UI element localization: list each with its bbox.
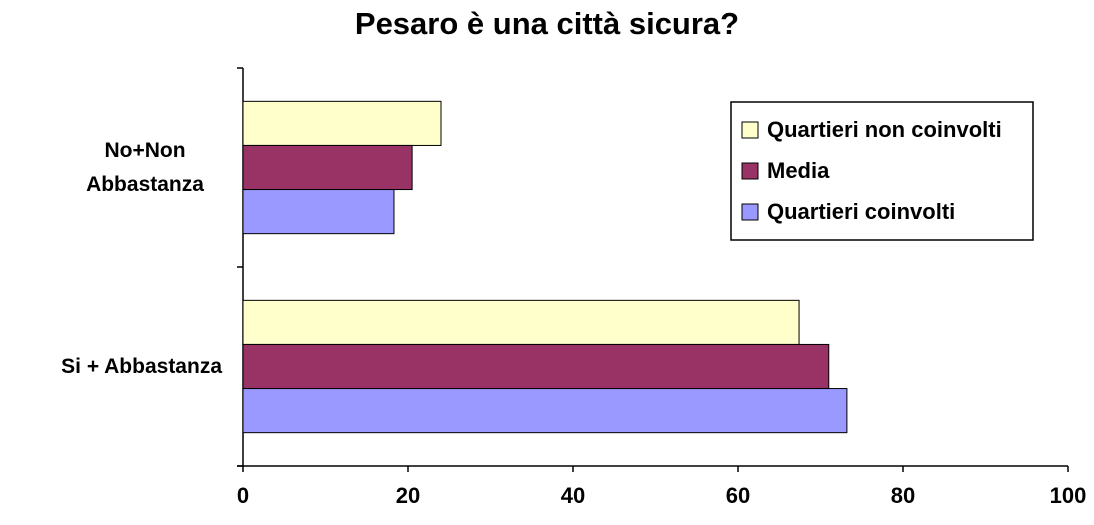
category-label: No+Non Abbastanza xyxy=(86,138,204,196)
x-tick-label: 80 xyxy=(891,483,915,508)
bar xyxy=(242,299,800,345)
legend-swatch xyxy=(741,121,759,139)
x-tick-label: 0 xyxy=(237,483,249,508)
chart-title: Pesaro è una città sicura? xyxy=(355,6,739,41)
bar xyxy=(242,388,848,434)
bar xyxy=(242,100,442,146)
legend-box xyxy=(730,101,1034,241)
legend-swatch xyxy=(741,162,759,180)
bar xyxy=(242,343,830,390)
x-tick-label: 100 xyxy=(1050,483,1087,508)
bar xyxy=(242,144,413,191)
x-tick-label: 40 xyxy=(561,483,585,508)
legend-label: Media xyxy=(767,158,830,183)
x-tick-label: 60 xyxy=(726,483,750,508)
legend-label: Quartieri coinvolti xyxy=(767,199,955,224)
x-tick-label: 20 xyxy=(396,483,420,508)
legend-swatch xyxy=(741,203,759,221)
category-label: Si + Abbastanza xyxy=(61,354,222,378)
bar xyxy=(242,189,395,235)
legend-label: Quartieri non coinvolti xyxy=(767,117,1002,142)
